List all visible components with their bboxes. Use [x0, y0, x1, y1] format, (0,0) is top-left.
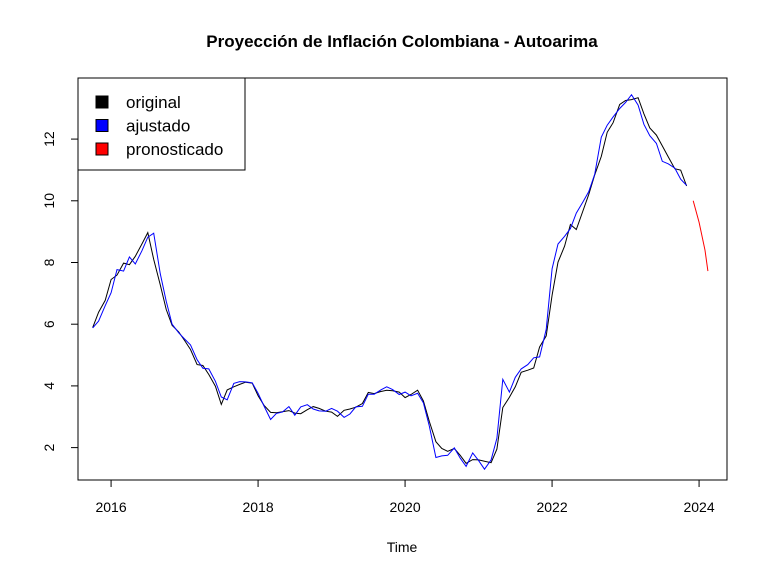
y-tick-label: 12 [41, 131, 57, 147]
y-tick-label: 10 [41, 193, 57, 209]
y-tick-label: 8 [41, 258, 57, 266]
y-tick-label: 4 [41, 382, 57, 390]
legend-swatch-ajustado [95, 119, 109, 132]
y-tick-label: 2 [41, 444, 57, 452]
plot-lines [92, 93, 709, 471]
legend-label-original: original [126, 93, 181, 112]
legend: original ajustado pronosticado [77, 77, 246, 171]
y-tick-label: 6 [41, 320, 57, 328]
legend-swatch-pronosticado [95, 142, 109, 156]
series-line-ajustado [92, 93, 687, 471]
x-axis: 2016 2018 2020 2022 2024 [95, 479, 715, 515]
x-tick-label: 2016 [95, 499, 126, 515]
legend-swatch-original [95, 95, 109, 109]
chart-title: Proyección de Inflación Colombiana - Aut… [206, 32, 598, 51]
series-line-pronosticado [692, 200, 709, 272]
legend-label-ajustado: ajustado [126, 117, 190, 136]
legend-label-pronosticado: pronosticado [126, 140, 223, 159]
x-tick-label: 2022 [536, 499, 567, 515]
x-tick-label: 2024 [683, 499, 714, 515]
x-tick-label: 2020 [389, 499, 420, 515]
series-line-original [92, 97, 688, 464]
x-axis-label: Time [387, 539, 418, 555]
y-axis: 2 4 6 8 10 12 [41, 131, 79, 452]
x-tick-label: 2018 [242, 499, 273, 515]
